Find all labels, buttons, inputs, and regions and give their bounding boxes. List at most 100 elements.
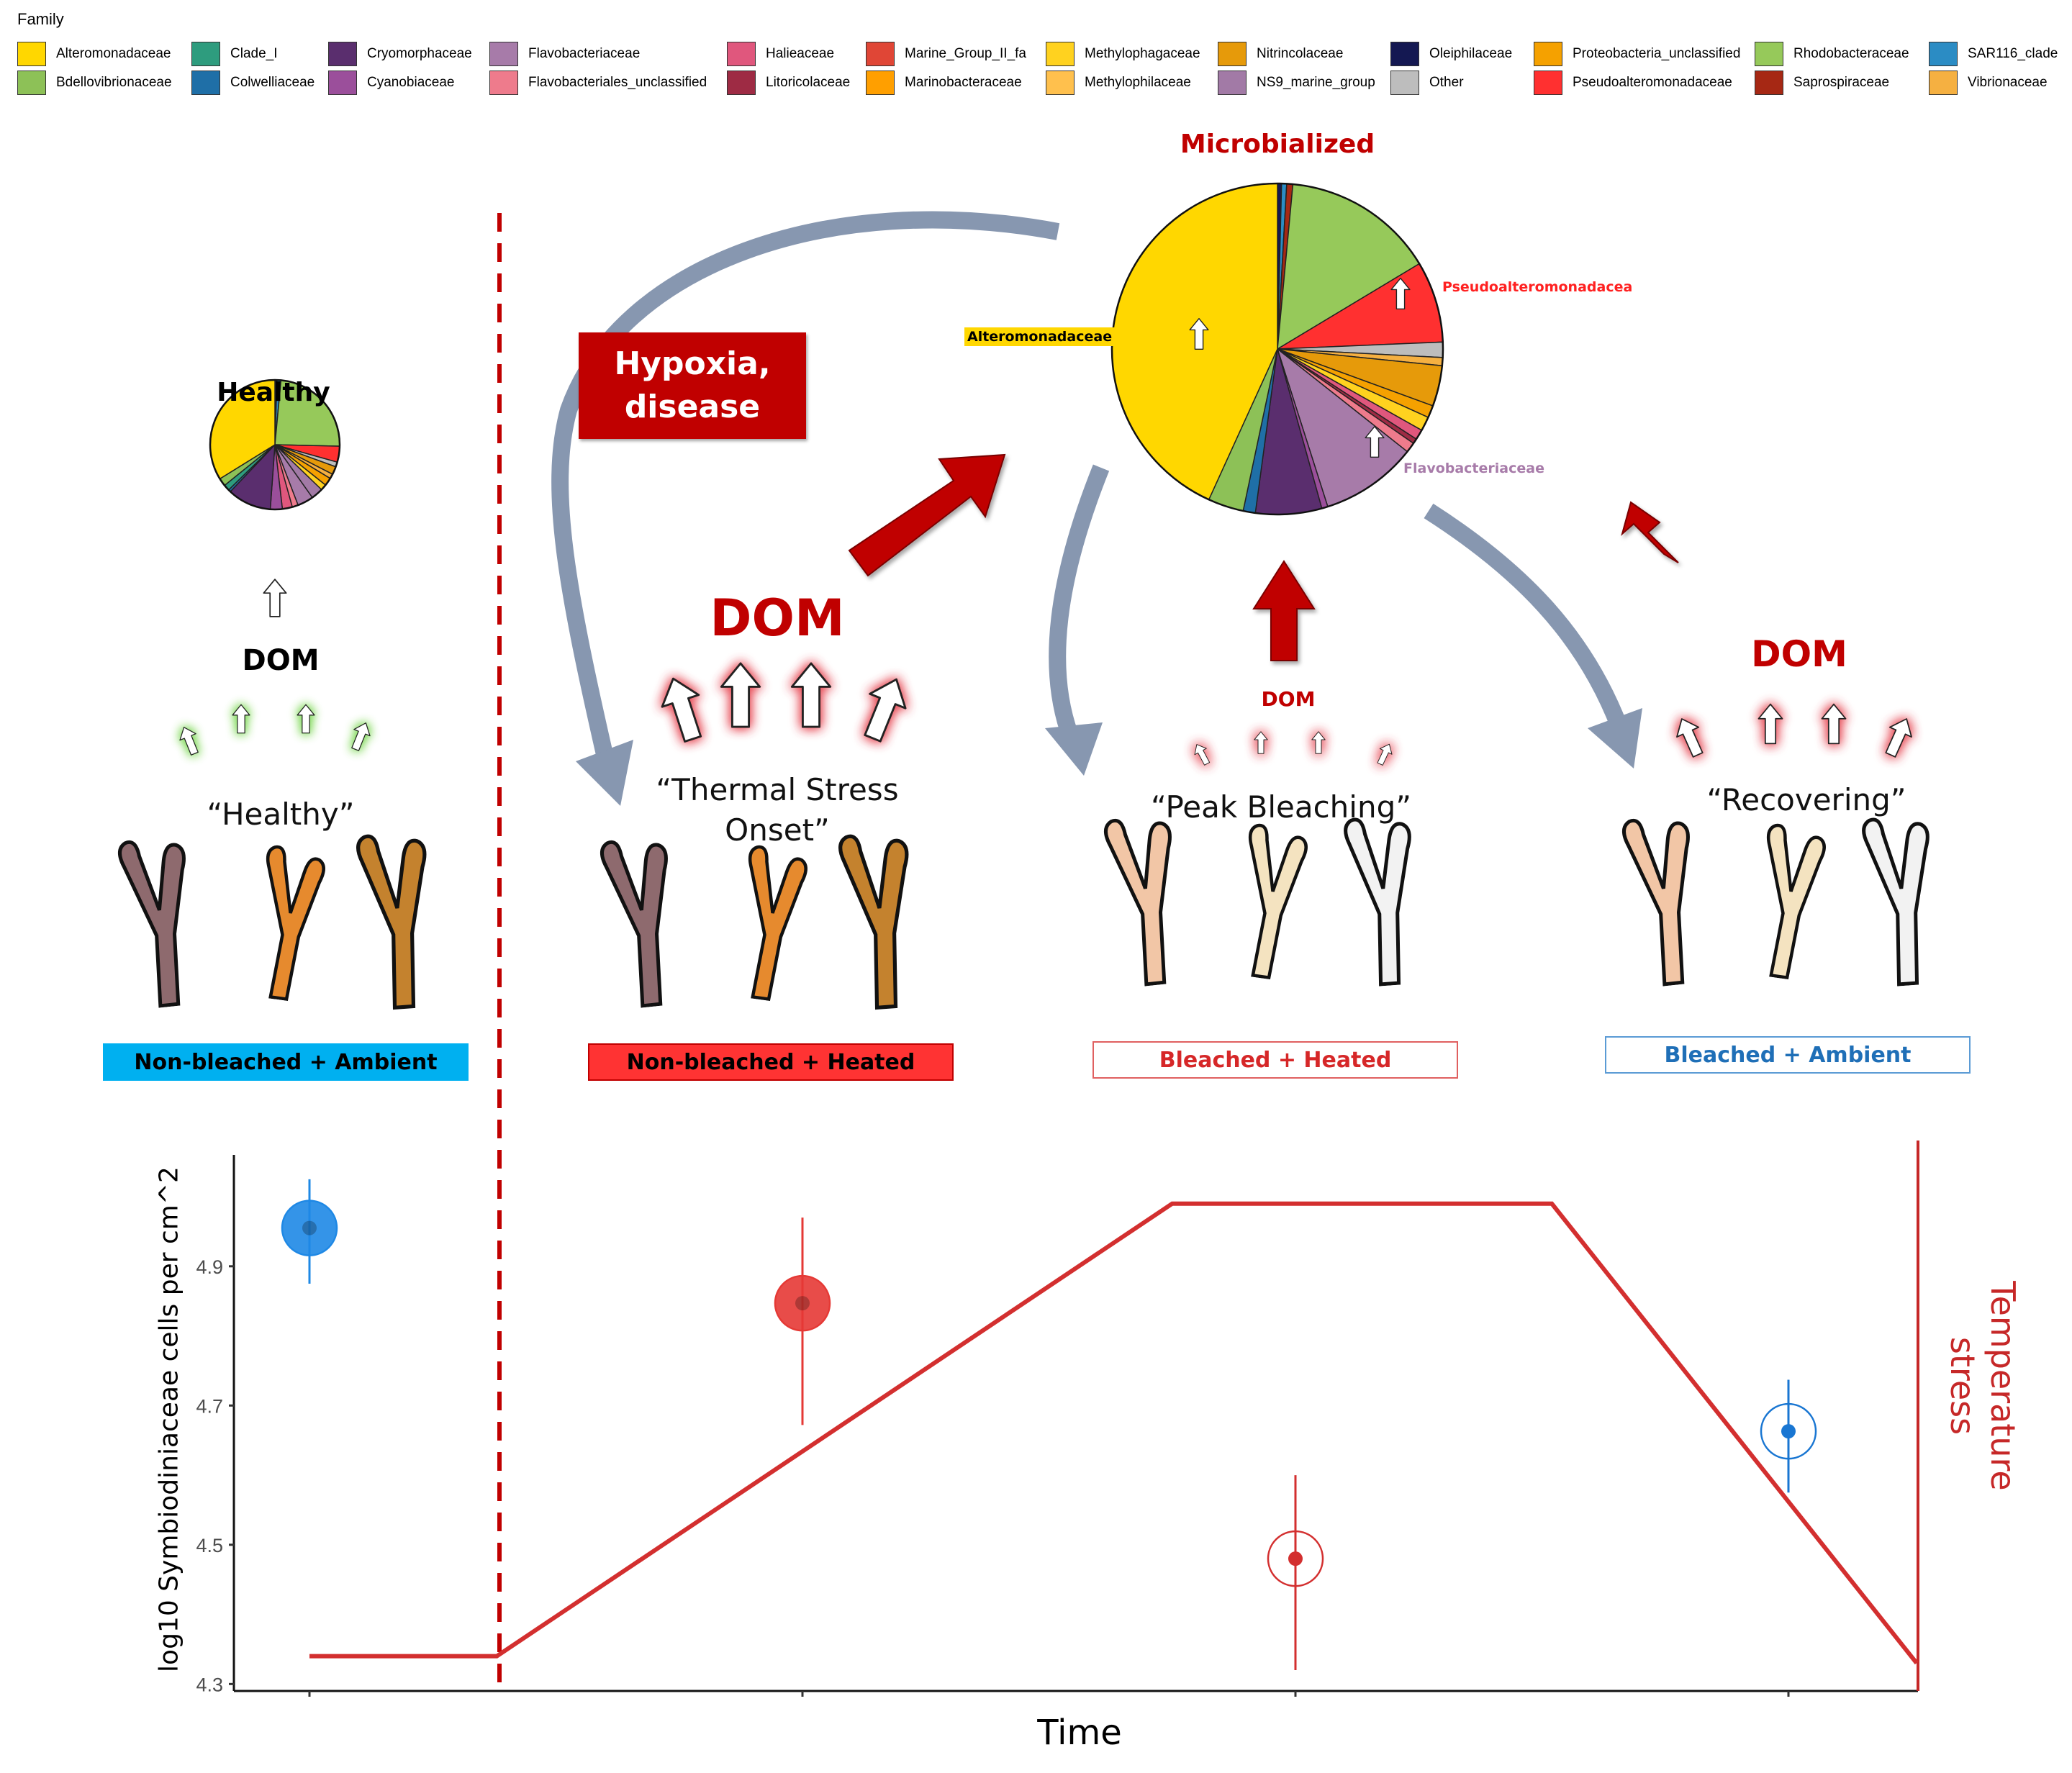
legend-swatch: [727, 42, 756, 66]
dom-label-thermal: DOM: [710, 589, 845, 648]
x-axis-label: Time: [1037, 1713, 1122, 1753]
legend-label: Saprospiraceae: [1793, 75, 1890, 90]
legend-label: Litoricolaceae: [766, 75, 851, 90]
legend-item: Flavobacteriales_unclassified: [489, 71, 707, 95]
legend-item: Bdellovibrionaceae: [17, 71, 172, 95]
bottom-chart: 4.3 4.5 4.7 4.9: [196, 1141, 1919, 1697]
data-point-ring: [281, 1200, 338, 1256]
legend-label: Oleiphilaceae: [1429, 46, 1513, 61]
legend-label: Cryomorphaceae: [367, 46, 472, 61]
legend-swatch: [866, 71, 895, 95]
red-block-arrows: [848, 453, 1679, 661]
legend-swatch: [727, 71, 756, 95]
pie-label-alteromonadaceae: Alteromonadaceae: [964, 327, 1116, 346]
legend-item: Saprospiraceae: [1755, 71, 1889, 95]
condition-box-bleached-heated: Bleached + Heated: [1092, 1041, 1458, 1079]
legend-swatch: [1755, 42, 1783, 66]
legend-label: Marine_Group_II_fa: [905, 46, 1026, 61]
flow-arrow-to-peak: [1049, 464, 1110, 745]
condition-label: Non-bleached + Heated: [626, 1049, 915, 1075]
legend-label: Methylophagaceae: [1085, 46, 1200, 61]
legend-label: Halieaceae: [766, 46, 835, 61]
legend-swatch: [1390, 42, 1419, 66]
pie-label-pseudoalteromonadacea: Pseudoalteromonadacea: [1442, 279, 1633, 295]
legend-item: NS9_marine_group: [1218, 71, 1375, 95]
red-arrow-big: [848, 453, 1006, 577]
dom-label-healthy: DOM: [242, 644, 320, 677]
legend-swatch: [1534, 42, 1562, 66]
legend-swatch: [17, 71, 46, 95]
red-arrow-recover: [1621, 501, 1679, 563]
legend-item: Halieaceae: [727, 42, 834, 66]
data-point: [302, 1220, 317, 1235]
legend-swatch: [1218, 71, 1247, 95]
legend-label: Proteobacteria_unclassified: [1573, 46, 1741, 61]
legend-label: Marinobacteraceae: [905, 75, 1022, 90]
condition-box-nonbleached-heated: Non-bleached + Heated: [588, 1043, 954, 1081]
dom-label-peak: DOM: [1261, 687, 1316, 711]
legend-swatch: [1390, 71, 1419, 95]
microbialized-title: Microbialized: [1180, 130, 1375, 159]
x-ticks: [308, 1691, 1790, 1697]
legend-swatch: [328, 71, 357, 95]
legend-swatch: [1534, 71, 1562, 95]
legend-label: Alteromonadaceae: [56, 46, 171, 61]
legend-swatch: [1929, 71, 1958, 95]
y-tick-label: 4.3: [196, 1674, 223, 1695]
legend-item: Nitrincolaceae: [1218, 42, 1343, 66]
flow-arrow-to-recovering: [1424, 503, 1628, 730]
legend-label: Flavobacteriales_unclassified: [528, 75, 707, 90]
legend-label: Methylophilaceae: [1085, 75, 1191, 90]
legend-label: Vibrionaceae: [1968, 75, 2048, 90]
condition-label: Bleached + Ambient: [1664, 1042, 1912, 1068]
secondary-axis-label: Temperature stress: [1943, 1281, 2022, 1491]
data-point: [1288, 1551, 1303, 1566]
data-point: [795, 1296, 810, 1311]
y-axis-label: log10 Symbiodiniaceae cells per cm^2: [154, 1166, 184, 1672]
condition-label: Bleached + Heated: [1159, 1047, 1392, 1073]
legend-item: Proteobacteria_unclassified: [1534, 42, 1740, 66]
dom-label-recovering: DOM: [1751, 633, 1847, 675]
legend-label: NS9_marine_group: [1257, 75, 1375, 90]
hypoxia-label: Hypoxia, disease: [614, 345, 771, 425]
legend-item: Cryomorphaceae: [328, 42, 472, 66]
data-point-ring: [774, 1274, 831, 1332]
legend-title: Family: [17, 10, 64, 28]
y-ticks: 4.3 4.5 4.7 4.9: [196, 1256, 234, 1695]
legend-item: Oleiphilaceae: [1390, 42, 1512, 66]
legend-item: Methylophilaceae: [1046, 71, 1191, 95]
legend-swatch: [1046, 42, 1075, 66]
healthy-pie-chart: [209, 378, 341, 511]
legend-swatch: [1929, 42, 1958, 66]
legend-item: Marine_Group_II_fa: [866, 42, 1026, 66]
legend-item: Pseudoalteromonadaceae: [1534, 71, 1732, 95]
condition-box-bleached-ambient: Bleached + Ambient: [1605, 1036, 1971, 1074]
legend-item: Clade_I: [191, 42, 278, 66]
legend-label: Clade_I: [230, 46, 278, 61]
legend-swatch: [191, 71, 220, 95]
temperature-stress-line: [309, 1201, 1919, 1665]
legend-item: Cyanobiaceae: [328, 71, 454, 95]
legend-item: Litoricolaceae: [727, 71, 850, 95]
data-point: [1781, 1424, 1796, 1439]
legend-item: Methylophagaceae: [1046, 42, 1200, 66]
y-tick-label: 4.7: [196, 1395, 223, 1417]
legend-item: Alteromonadaceae: [17, 42, 171, 66]
hypoxia-disease-box: Hypoxia, disease: [579, 332, 806, 439]
flow-arrow-heads: [576, 708, 1642, 806]
legend-label: Other: [1429, 75, 1464, 90]
healthy-pie-title: Healthy: [217, 378, 330, 407]
legend-swatch: [191, 42, 220, 66]
legend-label: Rhodobacteraceae: [1793, 46, 1909, 61]
condition-label: Non-bleached + Ambient: [134, 1049, 438, 1075]
legend-swatch: [489, 71, 518, 95]
legend-label: Nitrincolaceae: [1257, 46, 1344, 61]
stage-label-thermal: “Thermal Stress Onset”: [656, 772, 899, 848]
legend-swatch: [866, 42, 895, 66]
legend-item: Vibrionaceae: [1929, 71, 2048, 95]
legend-swatch: [328, 42, 357, 66]
legend-label: Flavobacteriaceae: [528, 46, 641, 61]
legend-label: Cyanobiaceae: [367, 75, 455, 90]
legend-swatch: [17, 42, 46, 66]
pie-outline: [209, 378, 341, 511]
